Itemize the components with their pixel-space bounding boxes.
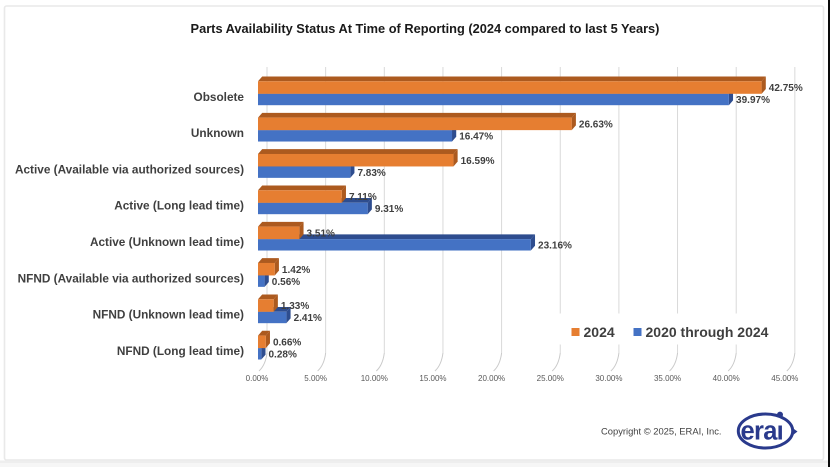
svg-text:23.16%: 23.16%: [538, 240, 572, 251]
svg-text:Copyright © 2025, ERAI, Inc.: Copyright © 2025, ERAI, Inc.: [601, 426, 722, 437]
svg-text:16.47%: 16.47%: [459, 131, 493, 142]
svg-text:Unknown: Unknown: [191, 126, 244, 140]
svg-text:30.00%: 30.00%: [595, 374, 622, 383]
svg-text:35.00%: 35.00%: [654, 374, 681, 383]
svg-text:NFND (Available via authorized: NFND (Available via authorized sources): [18, 271, 244, 285]
svg-text:0.28%: 0.28%: [269, 349, 297, 360]
svg-text:40.00%: 40.00%: [713, 374, 740, 383]
svg-text:Parts Availability Status At T: Parts Availability Status At Time of Rep…: [191, 21, 660, 36]
svg-text:0.56%: 0.56%: [272, 277, 300, 288]
svg-text:2024: 2024: [584, 324, 615, 340]
svg-text:16.59%: 16.59%: [461, 156, 495, 167]
svg-text:NFND (Unknown lead time): NFND (Unknown lead time): [93, 308, 244, 322]
svg-text:Active (Long lead time): Active (Long lead time): [114, 199, 244, 213]
svg-text:2020 through 2024: 2020 through 2024: [646, 324, 769, 340]
svg-text:Active (Unknown lead time): Active (Unknown lead time): [90, 235, 244, 249]
svg-text:NFND (Long lead time): NFND (Long lead time): [117, 344, 244, 358]
svg-text:9.31%: 9.31%: [375, 204, 403, 215]
svg-text:eraı: eraı: [741, 418, 784, 446]
svg-text:Obsolete: Obsolete: [194, 90, 245, 104]
svg-text:2.41%: 2.41%: [294, 313, 322, 324]
svg-text:7.83%: 7.83%: [357, 168, 385, 179]
svg-text:25.00%: 25.00%: [537, 374, 564, 383]
svg-text:7.11%: 7.11%: [349, 192, 377, 203]
svg-text:5.00%: 5.00%: [304, 374, 327, 383]
svg-text:1.42%: 1.42%: [282, 265, 310, 276]
svg-text:10.00%: 10.00%: [361, 374, 388, 383]
svg-text:45.00%: 45.00%: [771, 374, 798, 383]
svg-text:Active (Available via authoriz: Active (Available via authorized sources…: [15, 162, 244, 176]
svg-text:15.00%: 15.00%: [419, 374, 446, 383]
svg-text:42.75%: 42.75%: [769, 83, 803, 94]
svg-text:0.00%: 0.00%: [246, 374, 269, 383]
svg-text:1.33%: 1.33%: [281, 301, 309, 312]
svg-text:20.00%: 20.00%: [478, 374, 505, 383]
svg-text:39.97%: 39.97%: [736, 95, 770, 106]
svg-text:3.51%: 3.51%: [307, 228, 335, 239]
svg-text:0.66%: 0.66%: [273, 337, 301, 348]
svg-text:26.63%: 26.63%: [579, 119, 613, 130]
